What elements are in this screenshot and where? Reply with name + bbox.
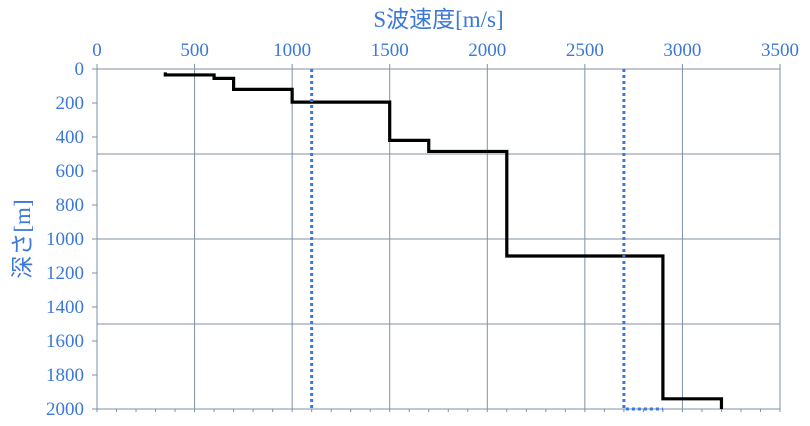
- y-tick-label: 0: [75, 59, 85, 80]
- y-tick-label: 1200: [46, 263, 84, 284]
- x-tick-label: 3000: [663, 40, 701, 61]
- y-tick-labels: 0 200 400 600 800 1000 1200 1400 1600 1800 2000: [46, 59, 84, 420]
- series-group: [163, 69, 724, 411]
- x-tick-label: 0: [92, 40, 102, 61]
- grid: [92, 64, 781, 412]
- y-tick-label: 1600: [46, 331, 84, 352]
- y-tick-label: 1800: [46, 365, 84, 386]
- x-tick-label: 1000: [273, 40, 311, 61]
- x-tick-labels: 0 500 1000 1500 2000 2500 3000 3500: [92, 40, 799, 61]
- x-axis-title: S波速度[m/s]: [373, 7, 503, 32]
- x-tick-label: 1500: [371, 40, 409, 61]
- x-tick-label: 2000: [468, 40, 506, 61]
- series-line-0: [163, 72, 724, 409]
- y-tick-label: 400: [56, 127, 85, 148]
- y-tick-label: 800: [56, 195, 85, 216]
- x-tick-label: 2500: [566, 40, 604, 61]
- series-line-2: [622, 69, 663, 411]
- y-tick-label: 2000: [46, 399, 84, 420]
- x-tick-label: 3500: [761, 40, 799, 61]
- y-tick-label: 200: [56, 93, 85, 114]
- y-tick-label: 1400: [46, 297, 84, 318]
- y-tick-label: 1000: [46, 229, 84, 250]
- y-tick-label: 600: [56, 161, 85, 182]
- x-tick-label: 500: [180, 40, 209, 61]
- y-axis-title: 深さ[m]: [10, 199, 35, 278]
